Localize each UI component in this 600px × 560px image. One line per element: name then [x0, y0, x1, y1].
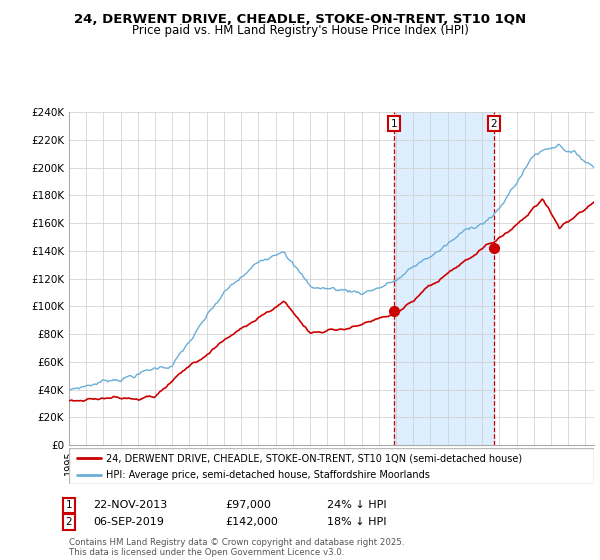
Text: Contains HM Land Registry data © Crown copyright and database right 2025.
This d: Contains HM Land Registry data © Crown c…	[69, 538, 404, 557]
Text: 24, DERWENT DRIVE, CHEADLE, STOKE-ON-TRENT, ST10 1QN (semi-detached house): 24, DERWENT DRIVE, CHEADLE, STOKE-ON-TRE…	[106, 453, 522, 463]
Bar	[394, 112, 494, 445]
Text: £142,000: £142,000	[225, 517, 278, 527]
FancyBboxPatch shape	[69, 448, 594, 484]
Text: 06-SEP-2019: 06-SEP-2019	[93, 517, 164, 527]
Text: Price paid vs. HM Land Registry's House Price Index (HPI): Price paid vs. HM Land Registry's House …	[131, 24, 469, 38]
Text: £97,000: £97,000	[225, 500, 271, 510]
Text: 1: 1	[65, 500, 73, 510]
Text: 2: 2	[65, 517, 73, 527]
Text: 18% ↓ HPI: 18% ↓ HPI	[327, 517, 386, 527]
Text: 24% ↓ HPI: 24% ↓ HPI	[327, 500, 386, 510]
Text: 2: 2	[491, 119, 497, 129]
Text: 22-NOV-2013: 22-NOV-2013	[93, 500, 167, 510]
Text: 1: 1	[391, 119, 398, 129]
Text: 24, DERWENT DRIVE, CHEADLE, STOKE-ON-TRENT, ST10 1QN: 24, DERWENT DRIVE, CHEADLE, STOKE-ON-TRE…	[74, 13, 526, 26]
Text: HPI: Average price, semi-detached house, Staffordshire Moorlands: HPI: Average price, semi-detached house,…	[106, 470, 430, 480]
